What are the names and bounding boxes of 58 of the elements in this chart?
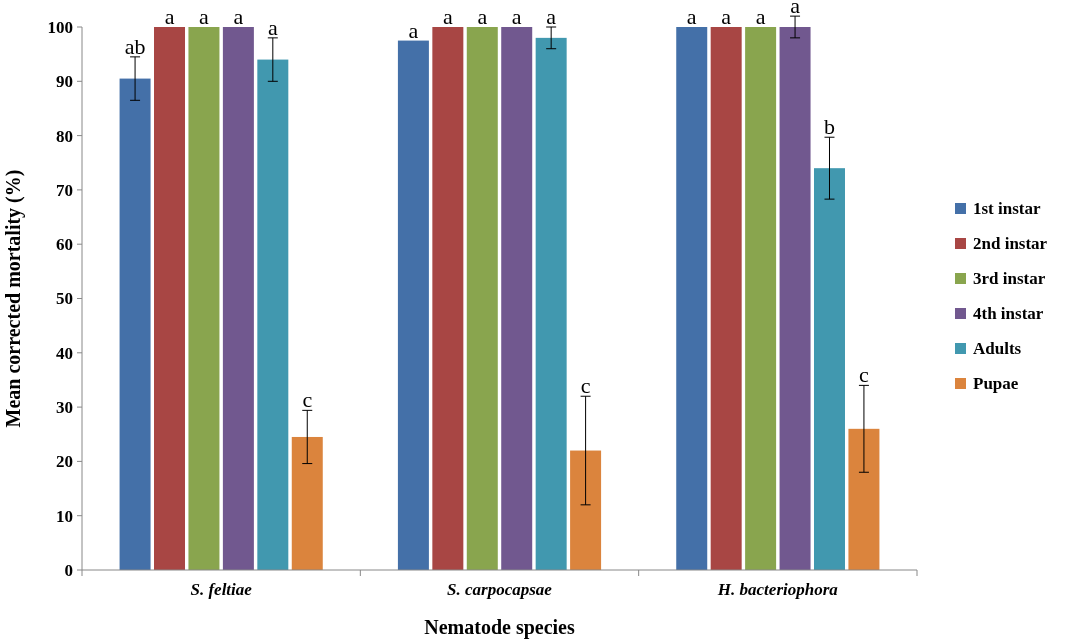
data-label: ab	[124, 33, 146, 59]
y-tick-label: 40	[56, 343, 73, 363]
y-tick-label: 100	[47, 17, 73, 37]
bar	[222, 27, 254, 570]
bar	[848, 428, 880, 570]
data-label: a	[721, 4, 732, 29]
y-tick-label: 30	[56, 398, 73, 418]
bar	[397, 40, 429, 570]
y-tick-label: 0	[64, 560, 73, 580]
legend-label: 2nd instar	[973, 234, 1048, 253]
data-label: c	[580, 373, 591, 399]
data-label: a	[408, 17, 419, 43]
y-tick-label: 60	[56, 235, 73, 255]
bar	[745, 27, 777, 570]
bar	[676, 27, 708, 570]
data-label: a	[686, 4, 697, 29]
legend-label: 4th instar	[973, 304, 1044, 323]
bar	[535, 37, 567, 570]
x-axis-title: Nematode species	[424, 616, 575, 639]
data-label: b	[823, 114, 835, 140]
bar	[710, 27, 742, 570]
y-tick-label: 20	[56, 452, 73, 472]
bar	[291, 436, 323, 570]
bar	[501, 27, 533, 570]
data-label: a	[442, 4, 453, 29]
y-tick-label: 70	[56, 180, 73, 200]
bar	[188, 27, 220, 570]
data-label: a	[233, 4, 244, 29]
data-label: a	[755, 4, 766, 29]
bar	[570, 450, 602, 570]
bar	[813, 168, 845, 570]
data-label: a	[199, 4, 210, 29]
x-tick-label: S. feltiae	[190, 580, 253, 599]
data-label: c	[859, 362, 870, 388]
x-tick-label: S. carpocapsae	[447, 580, 553, 599]
data-label: a	[546, 4, 557, 29]
data-label: a	[477, 4, 488, 29]
data-label: a	[511, 4, 522, 29]
y-tick-label: 10	[56, 506, 73, 526]
y-tick-label: 50	[56, 289, 73, 309]
bar	[779, 27, 811, 570]
data-label: a	[790, 0, 801, 19]
bar	[466, 27, 498, 570]
data-label: a	[267, 14, 278, 40]
y-tick-label: 90	[56, 72, 73, 92]
data-label: c	[302, 387, 313, 413]
legend-label: 3rd instar	[973, 269, 1046, 288]
bar	[257, 59, 289, 570]
bar	[432, 27, 464, 570]
legend-label: Pupae	[973, 374, 1019, 393]
data-label: a	[164, 4, 175, 29]
legend-label: Adults	[973, 339, 1022, 358]
y-tick-label: 80	[56, 126, 73, 146]
y-axis-title: Mean corrected mortality (%)	[2, 169, 25, 428]
legend-label: 1st instar	[973, 199, 1041, 218]
bar	[119, 78, 151, 570]
bar	[154, 27, 186, 570]
x-tick-label: H. bacteriophora	[716, 580, 839, 599]
